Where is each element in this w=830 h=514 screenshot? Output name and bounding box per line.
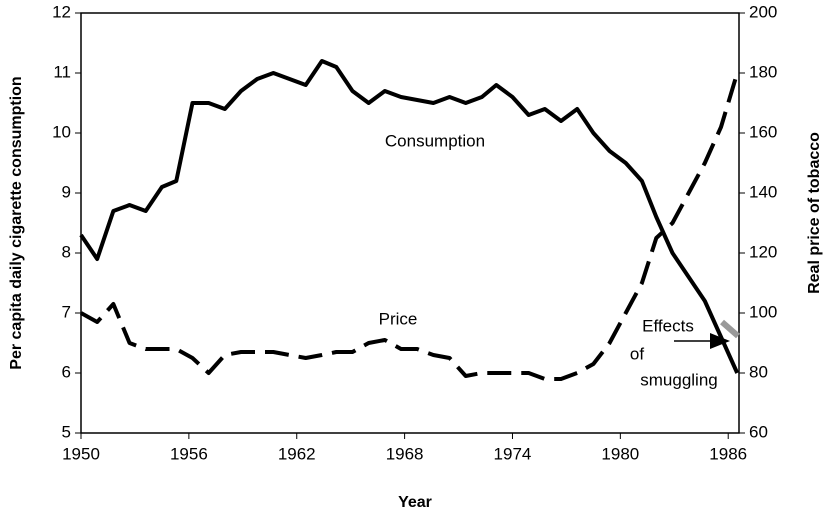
series-label: Consumption [385, 131, 485, 150]
y-tick-label: 10 [52, 122, 71, 141]
y2-tick-label: 120 [749, 242, 777, 261]
y-tick-label: 8 [62, 242, 71, 261]
y-tick-label: 6 [62, 362, 71, 381]
x-tick-label: 1986 [709, 444, 747, 463]
y2-tick-label: 160 [749, 122, 777, 141]
y-tick-label: 9 [62, 182, 71, 201]
x-tick-label: 1974 [494, 444, 532, 463]
y2-tick-label: 180 [749, 62, 777, 81]
x-tick-label: 1956 [170, 444, 208, 463]
annotation: of [630, 344, 644, 363]
smuggling-segment [720, 319, 740, 339]
y2-tick-label: 140 [749, 182, 777, 201]
y2-tick-label: 60 [749, 422, 768, 441]
y2-tick-label: 200 [749, 2, 777, 21]
arrow-head [710, 333, 730, 349]
x-tick-label: 1962 [278, 444, 316, 463]
y2-tick-label: 80 [749, 362, 768, 381]
y-tick-label: 11 [53, 62, 71, 81]
x-axis-title: Year [398, 494, 432, 511]
x-tick-label: 1968 [386, 444, 424, 463]
annotation: Effects [642, 316, 694, 335]
x-tick-label: 1980 [601, 444, 639, 463]
y-tick-label: 12 [52, 2, 71, 21]
y-tick-label: 5 [62, 422, 71, 441]
plot-frame [80, 12, 740, 434]
x-tick-label: 1950 [62, 444, 100, 463]
y2-tick-label: 100 [749, 302, 777, 321]
series-line [79, 59, 740, 374]
series-line [80, 72, 740, 381]
series-label: Price [379, 309, 418, 328]
y-tick-label: 7 [62, 302, 71, 321]
y2-axis-title: Real price of tobacco [806, 132, 823, 294]
annotation: smuggling [640, 370, 718, 389]
y-axis-title: Per capita daily cigarette consumption [8, 76, 25, 369]
